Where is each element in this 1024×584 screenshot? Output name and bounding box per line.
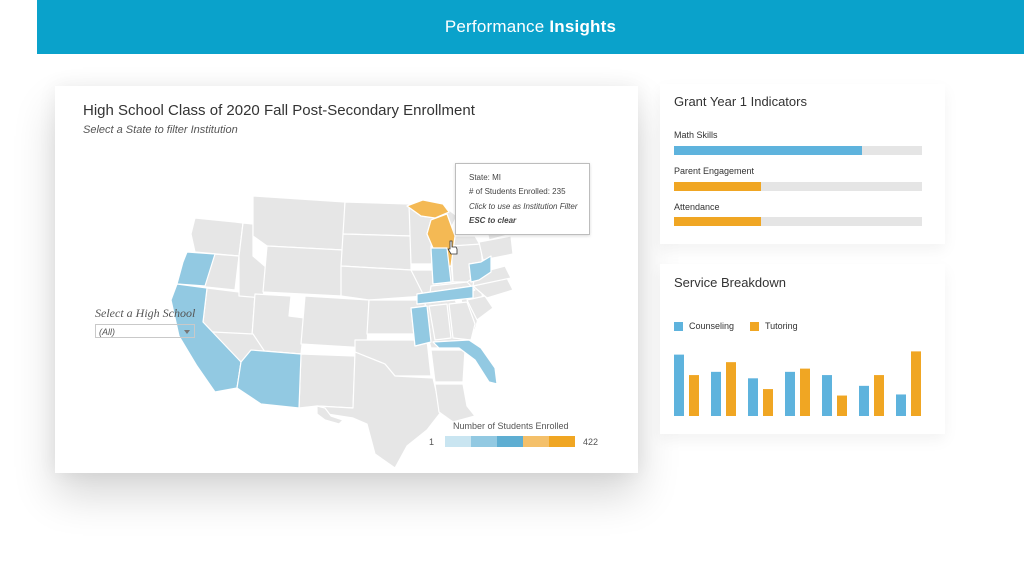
state-VA	[472, 265, 512, 287]
tooltip-hint: Click to use as Institution Filter	[469, 202, 578, 211]
legend-swatch-0	[445, 436, 471, 447]
state-NE	[340, 265, 426, 301]
state-HI	[316, 405, 344, 425]
state-TN-highlight	[416, 285, 474, 305]
indicator-bar-attendance	[674, 217, 922, 226]
legend-color-scale	[445, 436, 575, 447]
map-title: High School Class of 2020 Fall Post-Seco…	[83, 102, 475, 119]
tooltip-clear: ESC to clear	[469, 216, 517, 225]
state-PA	[478, 235, 514, 261]
legend-max: 422	[583, 437, 599, 447]
tooltip-enrolled: # of Students Enrolled: 235	[469, 187, 566, 196]
legend-counseling-label: Counseling	[689, 321, 735, 331]
state-WV-highlight	[468, 255, 492, 283]
bar-counseling-4	[785, 371, 795, 416]
legend-counseling: Counseling	[674, 321, 734, 331]
state-FL-highlight	[432, 339, 498, 385]
legend-tutoring-label: Tutoring	[765, 321, 798, 331]
chevron-down-icon	[184, 330, 190, 334]
bar-counseling-3	[748, 378, 758, 416]
bar-tutoring-7	[911, 351, 921, 416]
legend-swatch-2	[497, 436, 523, 447]
app-title: Performance	[444, 17, 545, 36]
bar-tutoring-3	[763, 389, 773, 416]
legend-min: 1	[429, 437, 435, 447]
state-WY	[262, 245, 344, 297]
indicator-bar-math	[674, 146, 922, 155]
state-AZ-highlight	[236, 349, 302, 409]
us-map[interactable]	[55, 86, 638, 473]
indicator-bar-parent	[674, 182, 922, 191]
bar-counseling-2	[711, 371, 721, 416]
state-NM	[298, 353, 356, 409]
bar-tutoring-4	[800, 368, 810, 416]
school-filter-dropdown[interactable]: (All)	[95, 324, 195, 338]
state-AR	[430, 349, 466, 383]
indicator-fill-math	[674, 146, 863, 155]
app-header: Performance Insights	[37, 0, 1024, 54]
enrollment-map-card: High School Class of 2020 Fall Post-Seco…	[55, 86, 638, 473]
state-MT	[252, 195, 346, 251]
school-filter-label: Select a High School	[95, 306, 196, 320]
state-tooltip: State: MI # of Students Enrolled: 235 Cl…	[455, 163, 590, 235]
service-panel: Service Breakdown Counseling Tutoring	[660, 264, 945, 434]
indicator-label-attendance: Attendance	[674, 202, 720, 212]
legend-swatch-3	[523, 436, 549, 447]
state-CA-highlight	[170, 283, 242, 393]
state-SC	[466, 295, 494, 321]
state-IN-highlight	[430, 247, 452, 285]
counseling-swatch	[674, 321, 683, 331]
indicator-label-math: Math Skills	[674, 130, 718, 140]
state-WA	[190, 217, 244, 257]
legend-tutoring: Tutoring	[750, 321, 798, 331]
state-LA	[434, 383, 476, 423]
tooltip-state: State: MI	[469, 173, 502, 182]
state-WA-highlight	[176, 251, 216, 287]
state-MS-highlight	[410, 305, 432, 347]
map-subtitle: Select a State to filter Institution	[83, 124, 238, 136]
app-title-emphasis: Insights	[549, 17, 617, 36]
hand-cursor-icon	[447, 240, 458, 255]
bar-counseling-6	[859, 385, 869, 416]
service-title: Service Breakdown	[674, 275, 786, 290]
bar-tutoring-2	[726, 362, 736, 416]
indicator-fill-attendance	[674, 217, 761, 226]
bar-counseling-5	[822, 375, 832, 416]
indicators-panel: Grant Year 1 Indicators Math Skills Pare…	[660, 84, 945, 244]
state-AL	[428, 303, 452, 341]
state-GA	[448, 301, 476, 341]
service-bar-chart	[674, 351, 921, 416]
legend-swatch-4	[549, 436, 575, 447]
legend-title: Number of Students Enrolled	[453, 421, 569, 431]
state-SD	[340, 233, 412, 271]
bar-tutoring-6	[874, 375, 884, 416]
bar-counseling-1	[674, 354, 684, 416]
tutoring-swatch	[750, 321, 759, 331]
indicators-title: Grant Year 1 Indicators	[674, 94, 807, 109]
bar-tutoring-1	[689, 375, 699, 416]
school-filter-value: (All)	[99, 327, 115, 337]
indicator-label-parent: Parent Engagement	[674, 166, 755, 176]
bar-counseling-7	[896, 394, 906, 416]
state-ND	[342, 201, 412, 237]
indicator-fill-parent	[674, 182, 761, 191]
bar-tutoring-5	[837, 395, 847, 416]
legend-swatch-1	[471, 436, 497, 447]
